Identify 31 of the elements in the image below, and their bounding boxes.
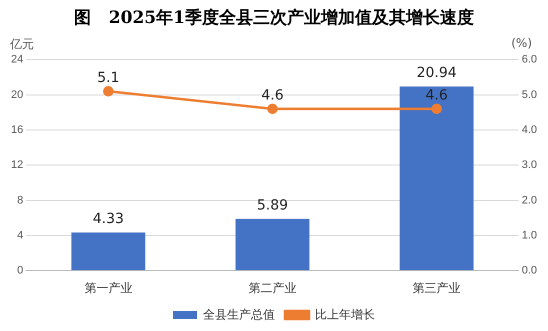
- y2-tick-label: 6.0: [522, 54, 538, 66]
- legend-label: 比上年增长: [315, 307, 375, 322]
- y2-tick-label: 3.0: [522, 159, 538, 172]
- y2-tick-label: 2.0: [522, 194, 538, 206]
- data-label: 4.6: [425, 87, 448, 104]
- y-tick-label: 8: [17, 194, 24, 206]
- y2-tick-label: 1.0: [522, 229, 538, 242]
- data-label: 5.89: [256, 197, 288, 214]
- bar: [400, 86, 474, 270]
- x-tick-label: 第二产业: [248, 281, 296, 296]
- y-tick-label: 0: [17, 264, 24, 277]
- y2-tick-label: 0.0: [522, 264, 538, 277]
- bar: [236, 218, 310, 270]
- bar: [71, 232, 146, 270]
- y-tick-label: 16: [10, 124, 24, 136]
- data-label: 4.6: [261, 87, 284, 104]
- y2-tick-label: 5.0: [522, 88, 538, 101]
- y2-tick-label: 4.0: [522, 124, 538, 136]
- y-axis-title: 亿元: [10, 36, 34, 53]
- data-label: 4.33: [92, 211, 124, 228]
- y-tick-label: 24: [10, 54, 24, 66]
- y-tick-label: 20: [10, 88, 24, 101]
- y2-axis-title: (%): [511, 36, 532, 50]
- data-label: 5.1: [97, 70, 120, 86]
- legend-label: 全县生产总值: [203, 307, 275, 322]
- y-tick-label: 12: [10, 159, 24, 172]
- x-tick-label: 第一产业: [84, 281, 132, 296]
- y-tick-label: 4: [17, 229, 24, 242]
- chart-title: 图 2025年1季度全县三次产业增加值及其增长速度: [73, 7, 475, 29]
- x-tick-label: 第三产业: [412, 281, 461, 296]
- data-label: 20.94: [416, 65, 457, 82]
